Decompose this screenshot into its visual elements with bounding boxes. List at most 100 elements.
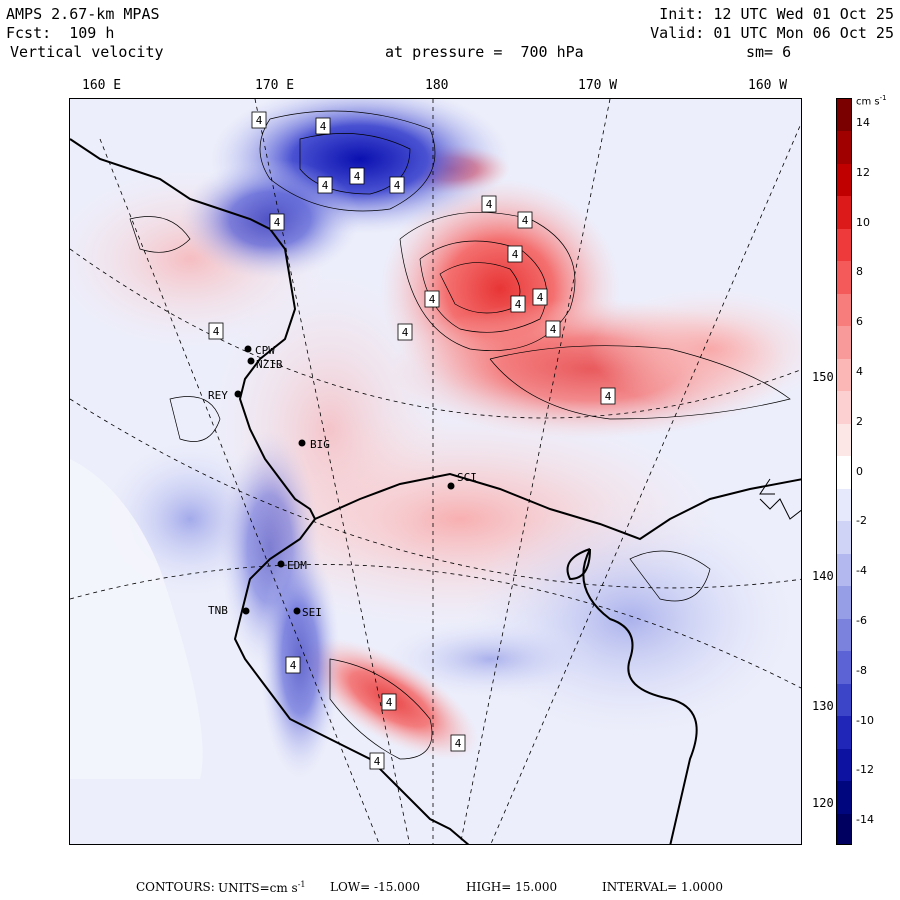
level-value: 700 hPa — [520, 43, 584, 61]
contour-label-text: 4 — [402, 326, 409, 339]
contour-label-text: 4 — [374, 755, 381, 768]
station-label-nzib: NZIB — [256, 358, 283, 371]
stations: CPW NZIB REY BIG SCI EDM TNB SEI — [208, 344, 477, 619]
colorbar-unit: cm s-1 — [856, 94, 887, 107]
colorbar-tick-label: -12 — [856, 763, 874, 777]
contour-label-box: 4 — [600, 387, 616, 405]
station-rey: REY — [208, 389, 242, 402]
station-label-cpw: CPW — [255, 344, 275, 357]
station-sci: SCI — [447, 471, 477, 490]
coastline — [70, 138, 801, 844]
colorbar-segment — [837, 683, 851, 718]
contour-label-box: 4 — [285, 656, 301, 674]
field-name: Vertical velocity — [10, 43, 164, 61]
ascent-band — [590, 289, 801, 409]
colorbar-segment — [837, 456, 851, 490]
colorbar-segment — [837, 781, 851, 815]
contour-label-box: 4 — [397, 323, 413, 341]
contour-label-box: 4 — [532, 288, 548, 306]
colorbar-tick-label: -10 — [856, 713, 874, 727]
graticule — [70, 99, 801, 844]
contour-label-text: 4 — [550, 323, 557, 336]
contour-label-box: 4 — [208, 322, 224, 340]
colorbar-segment — [837, 521, 851, 555]
station-sei: SEI — [293, 606, 322, 619]
contour-label-box: 4 — [381, 693, 397, 711]
lon-label-170e: 170 E — [255, 78, 295, 93]
contour-label-box: 4 — [481, 195, 497, 213]
init-time: Init: 12 UTC Wed 01 Oct 25 — [659, 5, 894, 23]
station-label-sei: SEI — [302, 606, 322, 619]
colorbar-segment — [837, 651, 851, 685]
contour-label-box: 4 — [369, 752, 385, 770]
contour-label-text: 4 — [394, 179, 401, 192]
vertical-velocity-map: 4 4 4 4 4 4 4 4 4 4 4 4 4 4 4 4 4 4 4 4 … — [70, 99, 801, 844]
contour-labels: 4 4 4 4 4 4 4 4 4 4 4 4 4 4 4 4 4 4 4 4 — [208, 111, 616, 770]
colorbar-tick-label: 10 — [856, 215, 870, 229]
colorbar-unit-text: cm s — [856, 96, 880, 108]
lon-label-170w: 170 W — [578, 78, 618, 93]
colorbar-segment — [837, 423, 851, 458]
station-label-edm: EDM — [287, 559, 307, 572]
contour-label-text: 4 — [605, 390, 612, 403]
footer-low: LOW= -15.000 — [330, 880, 421, 894]
colorbar-tick-label: 6 — [856, 315, 863, 329]
colorbar-segment — [837, 261, 851, 295]
colorbar-segment — [837, 326, 851, 360]
contour-label-text: 4 — [537, 291, 544, 304]
contour-lines — [129, 110, 791, 760]
contour-label-box: 4 — [450, 734, 466, 752]
colorbar-segment — [837, 813, 851, 844]
ice-shelf — [70, 459, 203, 779]
contour-label-text: 4 — [322, 179, 329, 192]
footer-contours-label: CONTOURS: — [136, 880, 215, 894]
colorbar-segment — [837, 228, 851, 263]
footer-interval: INTERVAL= 1.0000 — [602, 880, 723, 894]
station-label-tnb: TNB — [208, 604, 228, 617]
contour-label-text: 4 — [290, 659, 297, 672]
colorbar-tick-label: -4 — [856, 564, 867, 578]
contour-label-text: 4 — [256, 114, 263, 127]
contour-label-box: 4 — [349, 167, 365, 185]
contour-label-text: 4 — [429, 293, 436, 306]
colorbar-tick-label: 8 — [856, 265, 863, 279]
contour-label-text: 4 — [515, 298, 522, 311]
contour-label-box: 4 — [424, 290, 440, 308]
station-nzib: NZIB — [247, 357, 283, 371]
footer-high: HIGH= 15.000 — [466, 880, 558, 894]
colorbar-tick-label: 12 — [856, 165, 870, 179]
contour-label-box: 4 — [507, 245, 523, 263]
station-tnb: TNB — [208, 604, 250, 617]
contour-label-box: 4 — [510, 295, 526, 313]
contour-label-text: 4 — [354, 170, 361, 183]
footer-units-exp: -1 — [297, 880, 306, 889]
colorbar-tick-label: 0 — [856, 464, 863, 478]
lon-label-160e: 160 E — [82, 78, 122, 93]
contour-label-text: 4 — [512, 248, 519, 261]
station-label-sci: SCI — [457, 471, 477, 484]
contour-label-box: 4 — [315, 117, 331, 135]
station-edm: EDM — [277, 559, 307, 572]
contour-label-text: 4 — [486, 198, 493, 211]
colorbar-tick-label: 14 — [856, 115, 870, 129]
footer-units-text: UNITS=cm s — [218, 881, 298, 895]
colorbar-segment — [837, 99, 851, 133]
valid-time: Valid: 01 UTC Mon 06 Oct 25 — [650, 24, 894, 42]
colorbar-segment — [837, 618, 851, 653]
weak-descent-area — [380, 619, 600, 699]
contour-label-box: 4 — [269, 213, 285, 231]
smoothing: sm= 6 — [746, 43, 792, 61]
colorbar-tick-label: 2 — [856, 414, 863, 428]
contour-label-box: 4 — [389, 176, 405, 194]
contour-label-text: 4 — [455, 737, 462, 750]
colorbar-segment — [837, 488, 851, 523]
level-info: at pressure = 700 hPa — [385, 43, 584, 61]
colorbar-tick-label: -8 — [856, 663, 867, 677]
colorbar-tick-label: -6 — [856, 613, 867, 627]
contour-label-box: 4 — [251, 111, 267, 129]
contour-label-text: 4 — [213, 325, 220, 338]
ice-front — [759, 478, 801, 520]
colorbar-segment — [837, 358, 851, 393]
colorbar-tick-label: 4 — [856, 364, 863, 378]
contour-label-box: 4 — [317, 176, 333, 194]
